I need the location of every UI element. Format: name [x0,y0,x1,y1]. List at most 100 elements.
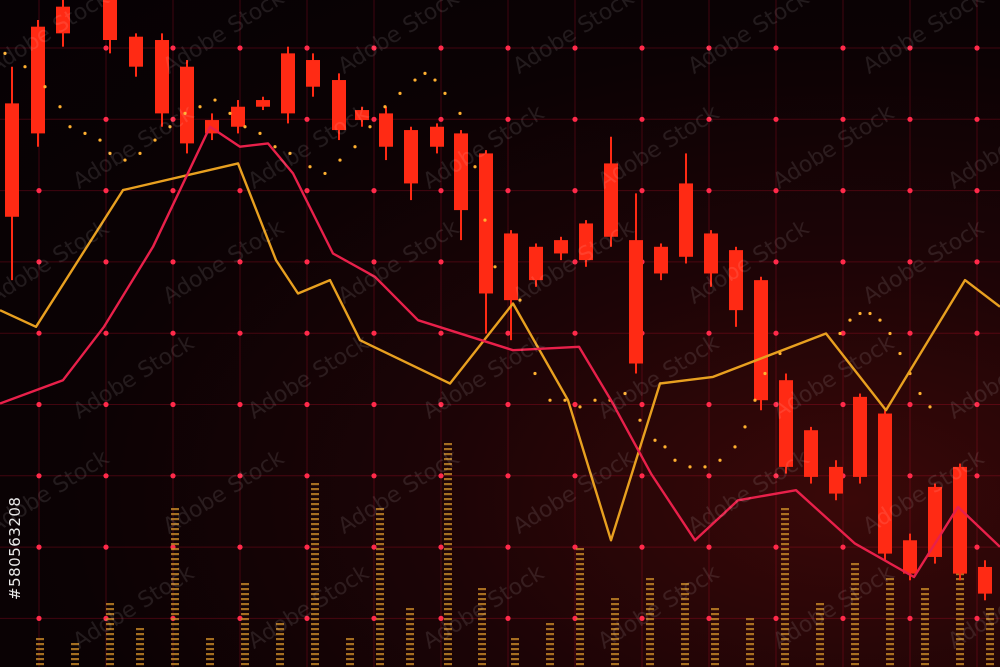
volume-tick [376,603,384,606]
volume-tick [576,638,584,641]
signal-dot [423,71,427,75]
volume-tick [886,598,894,601]
grid-dot [907,45,913,51]
volume-tick [171,628,179,631]
volume-tick [921,598,929,601]
volume-tick [886,588,894,591]
volume-bar [816,603,824,666]
volume-tick [444,543,452,546]
volume-tick [406,608,414,611]
volume-tick [376,523,384,526]
volume-tick [816,608,824,611]
volume-tick [746,618,754,621]
signal-dot [898,351,902,356]
volume-tick [171,593,179,596]
volume-tick [576,663,584,666]
grid-dot [572,473,578,479]
volume-tick [921,588,929,591]
volume-tick [816,648,824,651]
volume-tick [511,643,519,646]
volume-tick [746,643,754,646]
volume-tick [611,623,619,626]
grid-dot [371,116,377,122]
volume-bar [171,508,179,666]
volume-tick [171,638,179,641]
grid-dot [840,45,846,51]
grid-dot [840,259,846,265]
volume-tick [781,653,789,656]
volume-tick [781,543,789,546]
volume-tick [956,658,964,661]
volume-tick [886,608,894,611]
volume-tick [546,633,554,636]
volume-tick [406,648,414,651]
volume-tick [576,598,584,601]
volume-bar [711,608,719,666]
volume-tick [576,608,584,611]
volume-tick [681,623,689,626]
volume-tick [444,538,452,541]
volume-tick [816,658,824,661]
signal-dot [138,151,142,156]
candle-body [103,0,117,41]
volume-tick [71,643,79,646]
grid-dot [706,473,712,479]
volume-tick [444,478,452,481]
volume-tick [406,653,414,656]
volume-tick [576,558,584,561]
volume-tick [646,638,654,641]
signal-dot [533,371,537,376]
candlestick [479,150,493,334]
stock-id-label: #580563208 [6,496,24,600]
grid-dot [773,615,779,622]
grid-dot [572,116,578,122]
grid-dot [103,330,109,336]
volume-tick [576,563,584,566]
volume-tick [171,573,179,576]
volume-tick [311,598,319,601]
volume-tick [681,598,689,601]
volume-tick [781,523,789,526]
signal-dot [108,151,112,156]
signal-dot [308,165,312,169]
grid-dot [371,188,377,194]
volume-tick [311,568,319,571]
grid-dot [103,544,109,550]
volume-tick [171,653,179,656]
volume-tick [311,583,319,586]
volume-tick [241,638,249,641]
candlestick [779,373,793,474]
volume-tick [816,653,824,656]
candle-body [629,240,643,364]
volume-tick [886,618,894,621]
signal-dot [58,105,62,109]
signal-dot [43,85,47,89]
signal-dot [183,111,187,115]
volume-tick [444,473,452,476]
volume-tick [444,663,452,666]
signal-dot [858,311,862,316]
candle-body [479,153,493,294]
grid-dot [237,45,243,51]
grid-dot [304,615,310,622]
volume-tick [646,588,654,591]
volume-tick [171,608,179,611]
volume-tick [241,653,249,656]
volume-tick [444,453,452,456]
volume-tick [986,628,994,631]
volume-tick [781,528,789,531]
signal-dot [258,131,262,135]
candle-body [903,540,917,574]
volume-tick [444,588,452,591]
signal-dot [493,265,497,269]
signal-dot [918,391,922,396]
volume-tick [956,623,964,626]
volume-tick [986,643,994,646]
volume-tick [478,618,486,621]
candlestick [379,106,393,161]
volume-tick [241,583,249,586]
signal-dot [353,145,357,149]
candle-body [281,53,295,114]
volume-tick [851,593,859,596]
grid-dot [505,330,511,336]
